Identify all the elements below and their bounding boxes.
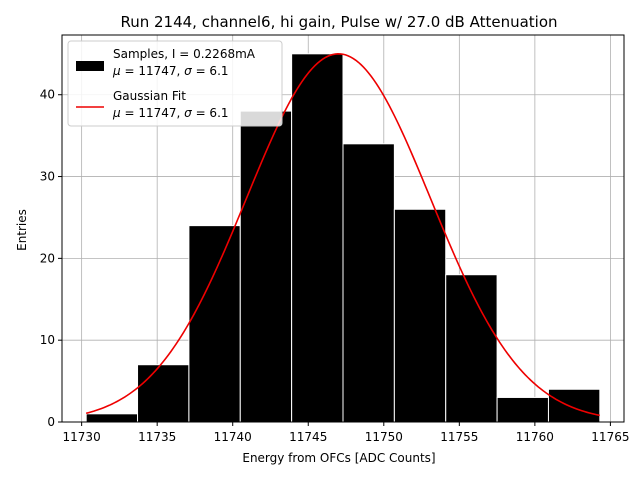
y-axis-label: Entries [15, 209, 29, 251]
histogram-bar [393, 208, 447, 423]
histogram-bar [496, 396, 549, 423]
y-tick-label: 0 [47, 415, 55, 429]
x-axis-label: Energy from OFCs [ADC Counts] [242, 451, 435, 465]
legend-entry-stats: μ = 11747, σ = 6.1 [112, 106, 229, 120]
gaussian-fit-line [85, 53, 600, 417]
x-tick-label: 11765 [591, 430, 629, 444]
x-tick-label: 11740 [214, 430, 252, 444]
x-tick-label: 11735 [138, 430, 176, 444]
legend-entry-label: Gaussian Fit [113, 89, 186, 103]
y-tick-label: 30 [40, 170, 55, 184]
x-tick-label: 11750 [365, 430, 403, 444]
y-tick-label: 40 [40, 88, 55, 102]
x-tick-label: 11745 [289, 430, 327, 444]
plot-area: 11730 11735 11740 11745 11750 11755 11760 11765… [40, 34, 629, 444]
legend-entry-stats: μ = 11747, σ = 6.1 [112, 64, 229, 78]
x-tick-label: 11730 [63, 430, 101, 444]
legend-box [67, 40, 283, 127]
chart-title: Run 2144, channel6, hi gain, Pulse w/ 27… [120, 13, 557, 31]
histogram-bar [85, 413, 139, 423]
histogram-bar [137, 364, 190, 423]
histogram-bar [188, 225, 241, 423]
plot-frame [61, 34, 625, 423]
legend-swatch-bar [76, 61, 104, 71]
y-tick-label: 10 [40, 333, 55, 347]
histogram-bar [547, 388, 601, 423]
y-tick-label: 20 [40, 251, 55, 265]
histogram-bar [239, 110, 293, 423]
histogram-bar [342, 143, 395, 423]
x-tick-label: 11760 [516, 430, 554, 444]
histogram-bar [291, 53, 344, 423]
histogram-bar [445, 274, 498, 423]
legend-entry-label: Samples, I = 0.2268mA [113, 47, 256, 61]
x-tick-label: 11755 [440, 430, 478, 444]
